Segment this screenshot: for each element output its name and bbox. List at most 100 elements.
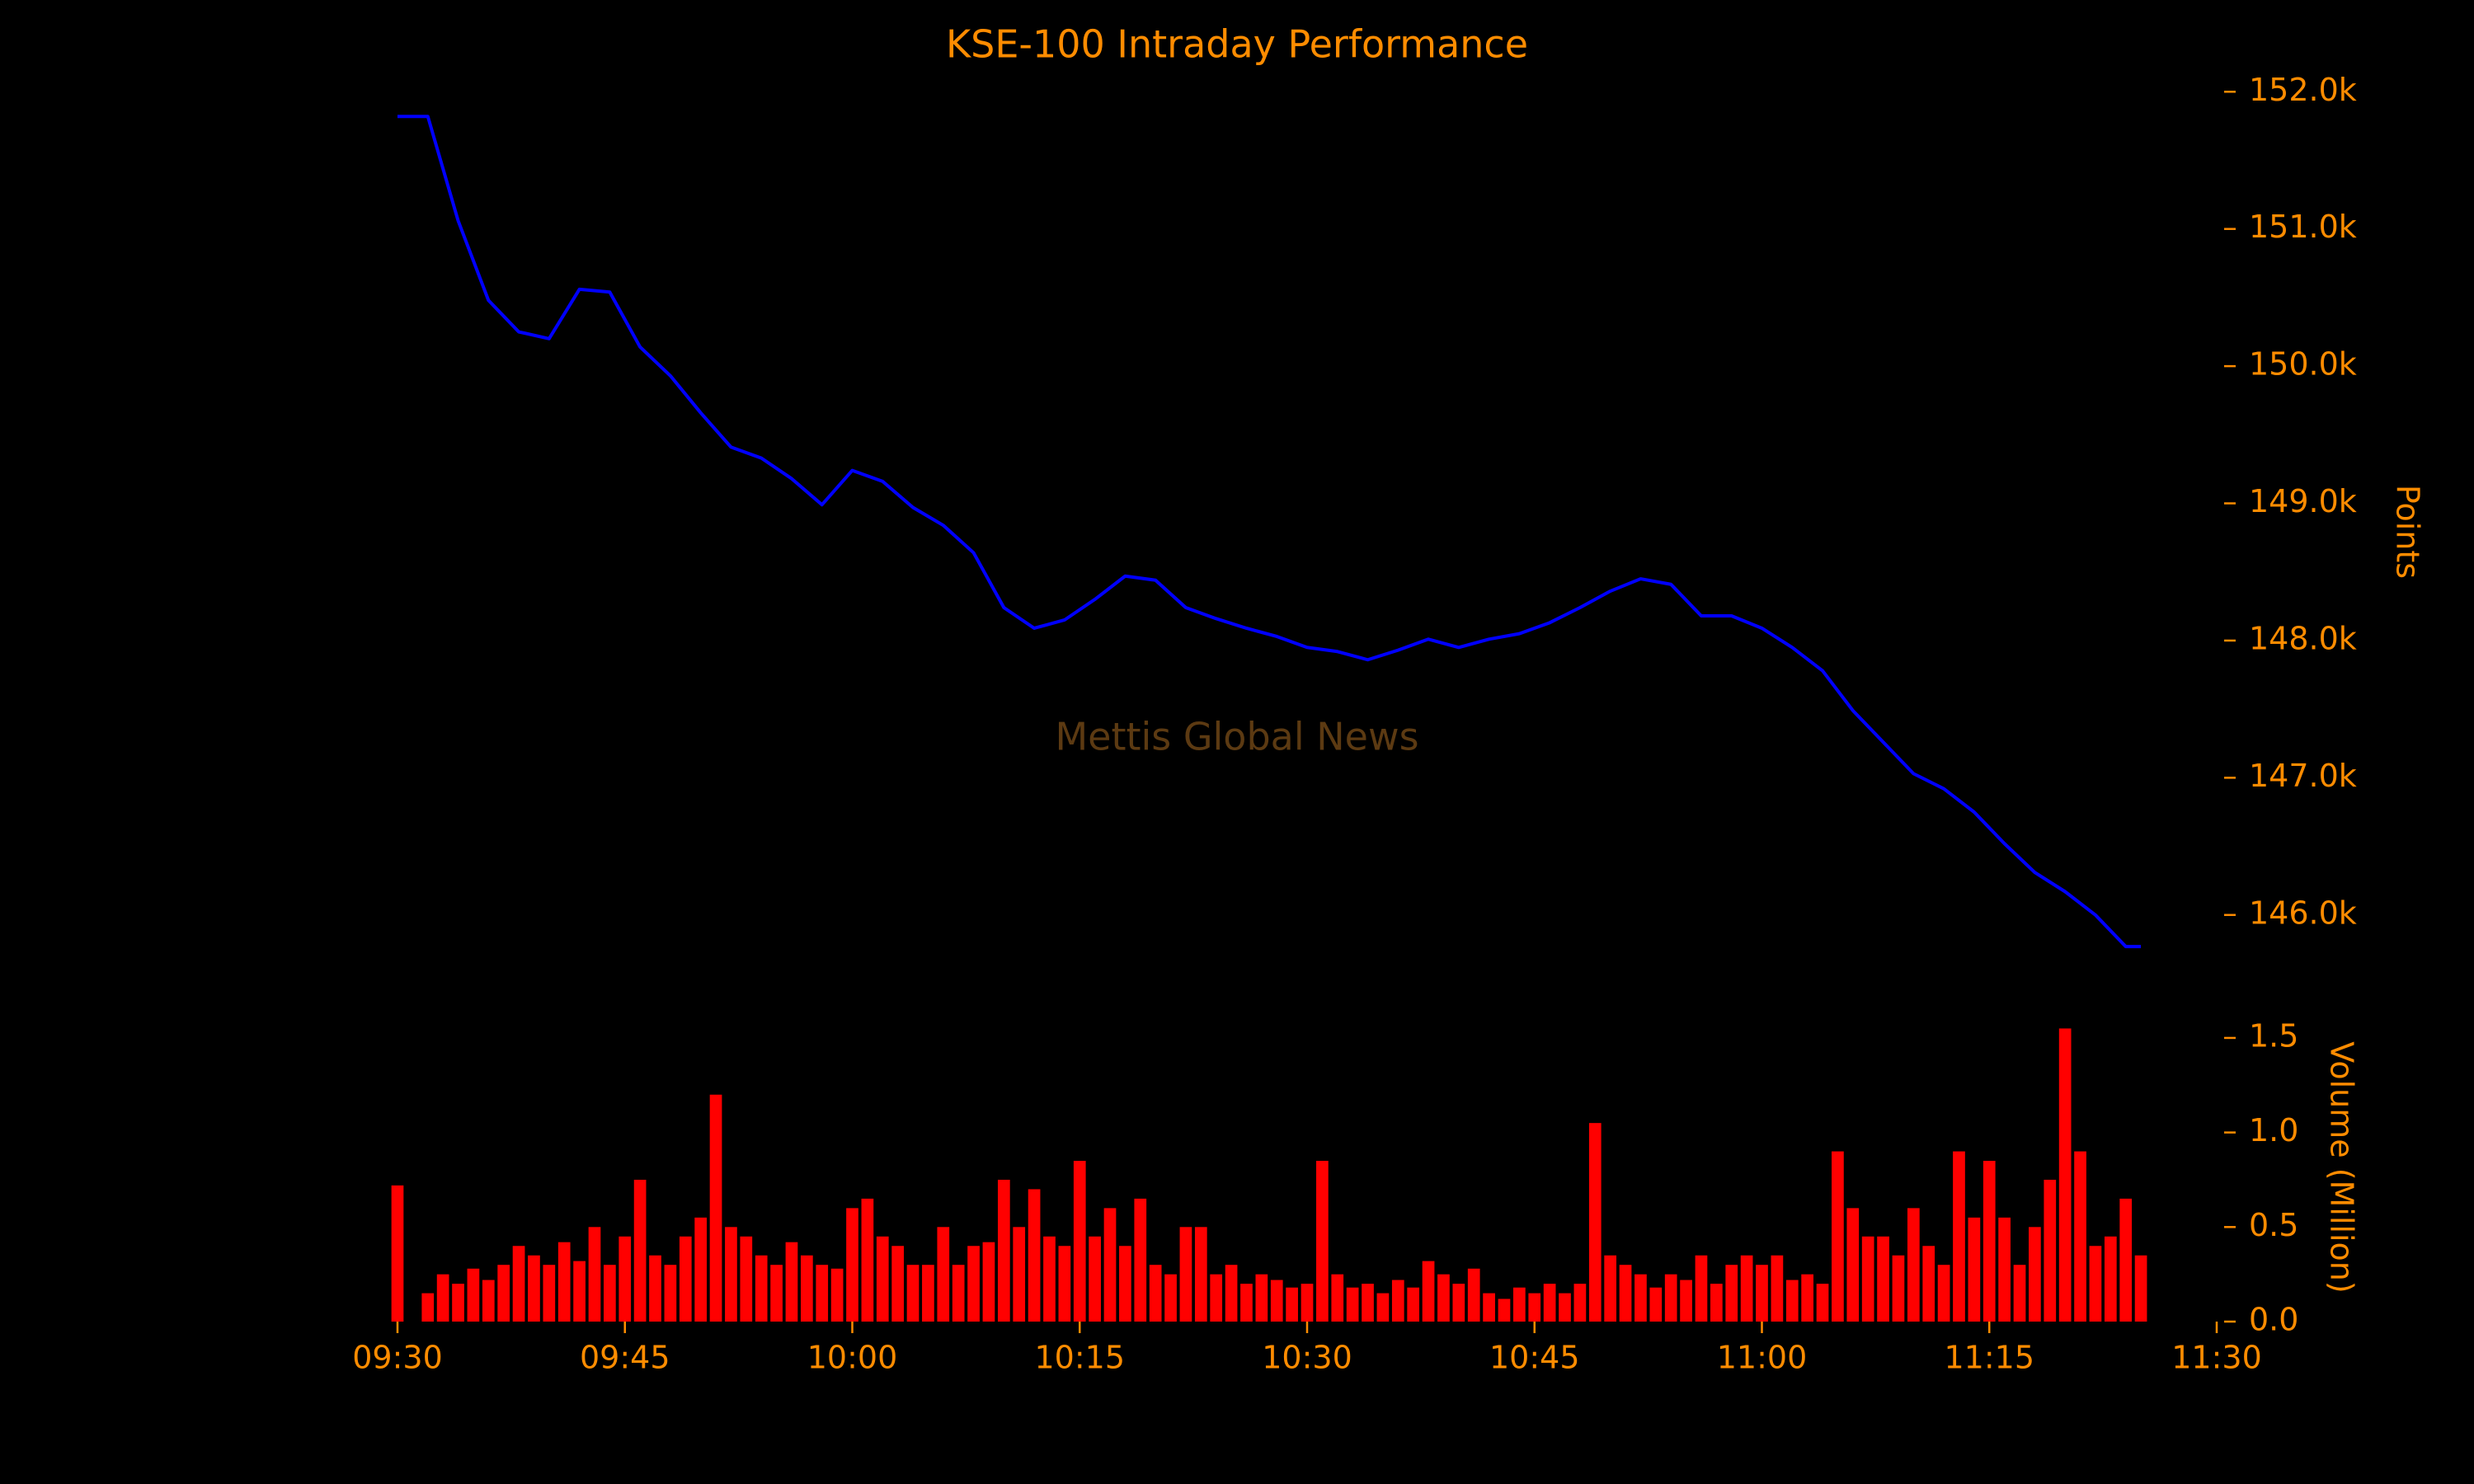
x-tick-label: 10:15 — [1034, 1340, 1125, 1376]
volume-bar — [421, 1293, 435, 1322]
volume-bar — [1816, 1284, 1829, 1322]
y-tick-label: 147.0k — [2249, 758, 2357, 794]
volume-bar — [1179, 1227, 1192, 1322]
volume-bar — [1286, 1287, 1298, 1322]
volume-bar — [1634, 1274, 1647, 1322]
volume-bar — [467, 1268, 480, 1322]
y-axis-label: Volume (Million) — [2324, 1041, 2360, 1293]
volume-bar — [876, 1236, 889, 1322]
y-tick-label: 0.5 — [2249, 1207, 2298, 1243]
volume-bar — [1907, 1208, 1920, 1322]
volume-bar — [1937, 1265, 1950, 1322]
x-tick-label: 11:00 — [1717, 1340, 1808, 1376]
volume-bar — [1270, 1280, 1283, 1322]
volume-bar — [1376, 1293, 1390, 1322]
volume-bar — [1134, 1198, 1147, 1322]
volume-bar — [785, 1242, 798, 1322]
volume-bar — [816, 1265, 829, 1322]
volume-bar — [604, 1265, 616, 1322]
y-tick-label: 146.0k — [2249, 895, 2357, 931]
volume-bar — [1649, 1287, 1663, 1322]
volume-bar — [1740, 1255, 1753, 1322]
y-tick-label: 148.0k — [2249, 620, 2357, 656]
volume-bar — [1437, 1274, 1450, 1322]
volume-bar — [436, 1274, 449, 1322]
volume-bar — [679, 1236, 692, 1322]
y-tick-label: 0.0 — [2249, 1302, 2298, 1338]
y-tick-label: 1.0 — [2249, 1112, 2298, 1148]
volume-bar — [1255, 1274, 1268, 1322]
volume-bar — [1832, 1151, 1844, 1322]
volume-bar — [1588, 1123, 1602, 1322]
volume-bar — [906, 1265, 920, 1322]
volume-bar — [2013, 1265, 2026, 1322]
volume-bar — [649, 1255, 661, 1322]
volume-bar — [1346, 1287, 1359, 1322]
volume-bar — [664, 1265, 677, 1322]
volume-bar — [861, 1198, 874, 1322]
volume-bar — [1695, 1255, 1708, 1322]
volume-bar — [1725, 1265, 1738, 1322]
volume-bar — [512, 1246, 525, 1322]
y-tick-label: 149.0k — [2249, 483, 2357, 519]
volume-bar — [1058, 1246, 1071, 1322]
volume-bar — [1513, 1287, 1526, 1322]
x-tick-label: 11:30 — [2171, 1340, 2262, 1376]
volume-bar — [1861, 1236, 1874, 1322]
y-tick-label: 150.0k — [2249, 346, 2357, 383]
volume-bar — [1846, 1208, 1860, 1322]
price-line — [397, 115, 2142, 949]
volume-bar — [1953, 1151, 1965, 1322]
volume-bar — [967, 1246, 980, 1322]
volume-bar — [557, 1242, 571, 1322]
volume-bar — [1528, 1293, 1541, 1322]
volume-bar — [1149, 1265, 1162, 1322]
volume-bar — [1877, 1236, 1889, 1322]
volume-bar — [588, 1227, 601, 1322]
volume-bar — [1225, 1265, 1238, 1322]
volume-bar — [528, 1255, 540, 1322]
watermark: Mettis Global News — [1055, 715, 1418, 759]
volume-bar — [1604, 1255, 1617, 1322]
volume-bar — [2058, 1028, 2072, 1322]
volume-bar — [1573, 1284, 1587, 1322]
volume-bar — [1452, 1284, 1465, 1322]
volume-bar — [1892, 1255, 1905, 1322]
volume-bar — [2119, 1198, 2133, 1322]
volume-bar — [1543, 1284, 1556, 1322]
volume-bar — [1968, 1217, 1981, 1322]
volume-bar — [1619, 1265, 1632, 1322]
volume-bar — [1240, 1284, 1253, 1322]
volume-bar — [1801, 1274, 1814, 1322]
volume-bar — [1664, 1274, 1677, 1322]
x-tick-label: 10:00 — [807, 1340, 898, 1376]
volume-bar — [1164, 1274, 1177, 1322]
volume-bar — [952, 1265, 965, 1322]
volume-bar — [1331, 1274, 1344, 1322]
volume-bar — [830, 1268, 844, 1322]
volume-bar — [770, 1265, 783, 1322]
volume-bar — [2104, 1236, 2117, 1322]
volume-bar — [1771, 1255, 1784, 1322]
volume-bar — [694, 1217, 708, 1322]
volume-bar — [618, 1236, 632, 1322]
volume-bar — [2134, 1255, 2147, 1322]
volume-bar — [2044, 1179, 2057, 1322]
volume-bar — [1210, 1274, 1223, 1322]
x-tick-label: 10:30 — [1262, 1340, 1352, 1376]
chart-title: KSE-100 Intraday Performance — [946, 22, 1528, 67]
volume-bar — [1119, 1246, 1131, 1322]
volume-bar — [1559, 1293, 1571, 1322]
volume-bar — [1498, 1298, 1511, 1322]
volume-bar — [755, 1255, 768, 1322]
x-tick-label: 09:30 — [352, 1340, 443, 1376]
volume-bar — [2074, 1151, 2086, 1322]
x-tick-label: 10:45 — [1489, 1340, 1580, 1376]
volume-bar — [1043, 1236, 1056, 1322]
volume-bar — [543, 1265, 556, 1322]
volume-bar — [633, 1179, 647, 1322]
volume-bar — [1407, 1287, 1420, 1322]
volume-bar — [2029, 1227, 2041, 1322]
volume-bar — [1013, 1227, 1026, 1322]
